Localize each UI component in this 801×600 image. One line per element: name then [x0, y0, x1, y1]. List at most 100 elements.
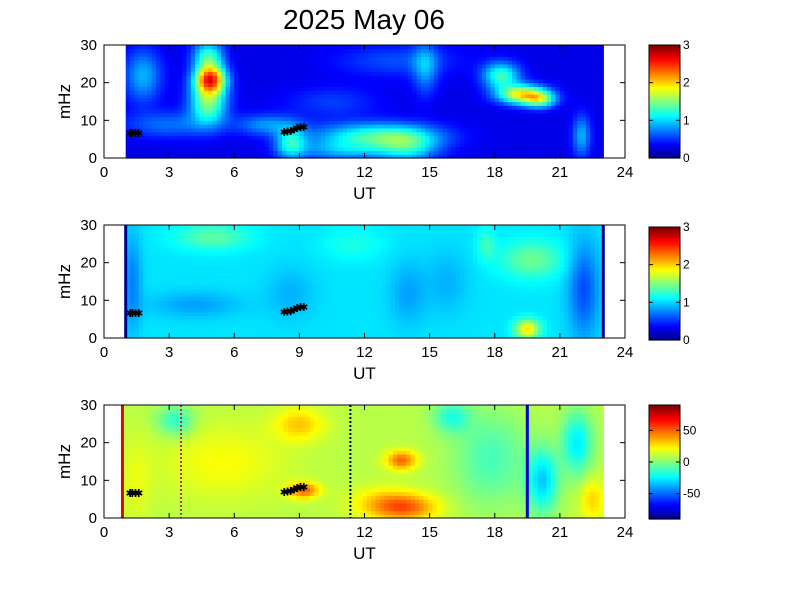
heatmap-cell: [312, 86, 318, 91]
heatmap-cell: [186, 56, 192, 61]
heatmap-cell: [221, 228, 227, 234]
heatmap-cell: [529, 101, 535, 106]
heatmap-cell: [429, 78, 435, 84]
heatmap-cell: [598, 86, 604, 91]
heatmap-cell: [321, 300, 327, 305]
heatmap-cell: [468, 60, 474, 65]
heatmap-cell: [290, 63, 296, 69]
heatmap-cell: [334, 109, 340, 114]
heatmap-cell: [342, 300, 348, 305]
heatmap-cell: [555, 154, 561, 159]
heatmap-cell: [420, 105, 426, 110]
heatmap-cell: [477, 139, 483, 144]
heatmap-cell: [151, 120, 157, 125]
heatmap-cell: [572, 146, 578, 152]
heatmap-cell: [399, 150, 405, 155]
heatmap-cell: [130, 105, 135, 110]
heatmap-cell: [572, 112, 578, 118]
heatmap-cell: [160, 270, 166, 275]
heatmap-cell: [581, 124, 587, 129]
heatmap-cell: [238, 262, 244, 268]
heatmap-cell: [160, 71, 166, 76]
heatmap-cell: [451, 139, 457, 144]
heatmap-cell: [542, 154, 548, 159]
heatmap-cell: [412, 82, 418, 88]
heatmap-cell: [130, 292, 135, 298]
heatmap-cell: [277, 135, 283, 140]
heatmap-cell: [312, 285, 318, 290]
heatmap-cell: [221, 232, 227, 237]
heatmap-cell: [268, 67, 274, 72]
heatmap-cell: [308, 326, 313, 332]
heatmap-cell: [125, 105, 131, 110]
heatmap-cell: [130, 304, 135, 309]
heatmap-cell: [598, 150, 604, 155]
heatmap-cell: [260, 112, 266, 118]
heatmap-cell: [173, 48, 179, 54]
heatmap-cell: [598, 52, 604, 57]
heatmap-cell: [238, 48, 244, 54]
heatmap-cell: [312, 135, 318, 140]
heatmap-cell: [277, 236, 283, 241]
heatmap-cell: [151, 45, 157, 50]
heatmap-cell: [190, 109, 196, 114]
heatmap-cell: [225, 116, 231, 121]
heatmap-cell: [321, 270, 327, 275]
heatmap-cell: [277, 75, 283, 80]
colorbar-swatch: [649, 62, 680, 66]
heatmap-cell: [481, 109, 487, 114]
heatmap-cell: [512, 78, 518, 84]
heatmap-cell: [190, 48, 196, 54]
heatmap-cell: [494, 124, 500, 129]
heatmap-cell: [173, 273, 179, 279]
heatmap-cell: [316, 319, 322, 324]
heatmap-cell: [173, 78, 179, 84]
heatmap-cell: [282, 60, 287, 65]
heatmap-cell: [160, 112, 166, 118]
heatmap-cell: [308, 60, 313, 65]
heatmap-cell: [477, 105, 483, 110]
heatmap-cell: [503, 105, 509, 110]
heatmap-cell: [238, 97, 244, 103]
heatmap-cell: [321, 142, 327, 148]
heatmap-cell: [525, 75, 531, 80]
heatmap-cell: [216, 75, 222, 80]
y-tick-label: 30: [80, 37, 97, 54]
heatmap-cell: [399, 52, 405, 57]
heatmap-cell: [295, 228, 300, 234]
heatmap-cell: [342, 262, 348, 268]
heatmap-cell: [134, 60, 140, 65]
heatmap-cell: [186, 228, 192, 234]
heatmap-cell: [242, 319, 248, 324]
heatmap-cell: [212, 109, 218, 114]
heatmap-cell: [347, 304, 353, 309]
heatmap-cell: [255, 150, 261, 155]
heatmap-cell: [264, 101, 270, 106]
heatmap-cell: [312, 82, 318, 88]
heatmap-cell: [255, 86, 261, 91]
heatmap-cell: [255, 124, 261, 129]
heatmap-cell: [138, 105, 144, 110]
heatmap-cell: [177, 315, 183, 320]
heatmap-cell: [268, 315, 274, 320]
heatmap-cell: [321, 330, 327, 335]
heatmap-cell: [286, 127, 292, 133]
heatmap-cell: [507, 75, 513, 80]
heatmap-cell: [594, 82, 600, 88]
heatmap-cell: [360, 101, 366, 106]
heatmap-cell: [308, 45, 313, 50]
heatmap-cell: [308, 285, 313, 290]
heatmap-cell: [177, 228, 183, 234]
heatmap-cell: [242, 45, 248, 50]
heatmap-cell: [268, 120, 274, 125]
heatmap-cell: [512, 67, 518, 72]
heatmap-cell: [338, 124, 344, 129]
heatmap-cell: [373, 48, 379, 54]
heatmap-cell: [334, 101, 340, 106]
heatmap-cell: [351, 78, 357, 84]
heatmap-cell: [355, 150, 361, 155]
heatmap-cell: [199, 63, 205, 69]
heatmap-cell: [342, 243, 348, 249]
heatmap-cell: [425, 63, 431, 69]
heatmap-cell: [268, 334, 274, 339]
